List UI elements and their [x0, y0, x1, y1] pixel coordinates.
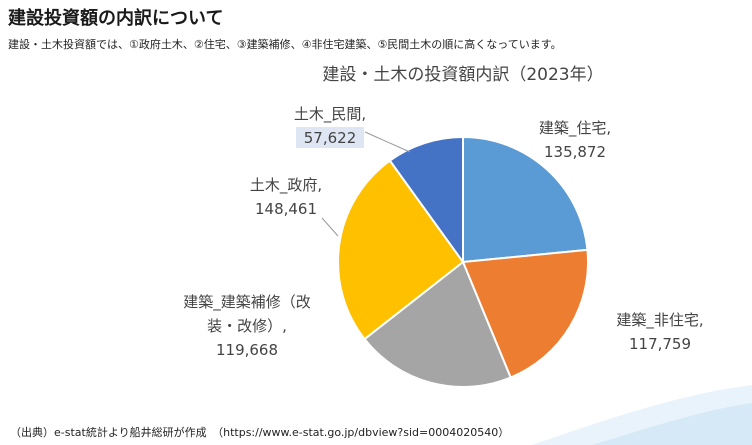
slice-value-label: 57,622	[304, 129, 357, 147]
pie-slice	[388, 135, 464, 266]
pie-slice	[461, 248, 589, 379]
data-labels: 建築_住宅, 135,872 建築_非住宅, 117,759 建築_建築補修（改装・改修…	[183, 105, 703, 359]
pie-slice	[462, 135, 589, 264]
background-wave	[532, 385, 752, 445]
slice-value-label: 119,668	[216, 341, 278, 359]
pie-slice	[337, 159, 465, 341]
page-subtitle: 建設・土木投資額では、①政府土木、②住宅、③建築補修、④非住宅建築、⑤民間土木の…	[8, 38, 562, 51]
slice-label: 土木_政府,	[250, 176, 322, 195]
pie-slices	[337, 135, 589, 388]
leader-lines	[321, 131, 411, 237]
slice-label: 建築_非住宅,	[616, 311, 703, 330]
slice-label: 土木_民間,	[294, 105, 366, 124]
slice-value-label: 135,872	[544, 143, 606, 161]
slice-value-label: 148,461	[255, 200, 317, 218]
value-label-highlight	[296, 127, 364, 148]
chart-title: 建設・土木の投資額内訳（2023年）	[322, 65, 603, 85]
leader-line	[364, 131, 411, 153]
slice-value-label: 117,759	[629, 335, 691, 353]
slice-label: 建築_建築補修（改	[183, 293, 311, 312]
pie-slice	[363, 260, 512, 388]
source-note: （出典）e-stat統計より船井総研が作成 （https://www.e-sta…	[10, 426, 510, 439]
slice-label: 建築_住宅,	[539, 119, 611, 138]
page-title: 建設投資額の内訳について	[8, 8, 224, 29]
slice-label: 装・改修）,	[207, 317, 287, 335]
leader-line	[321, 217, 339, 237]
